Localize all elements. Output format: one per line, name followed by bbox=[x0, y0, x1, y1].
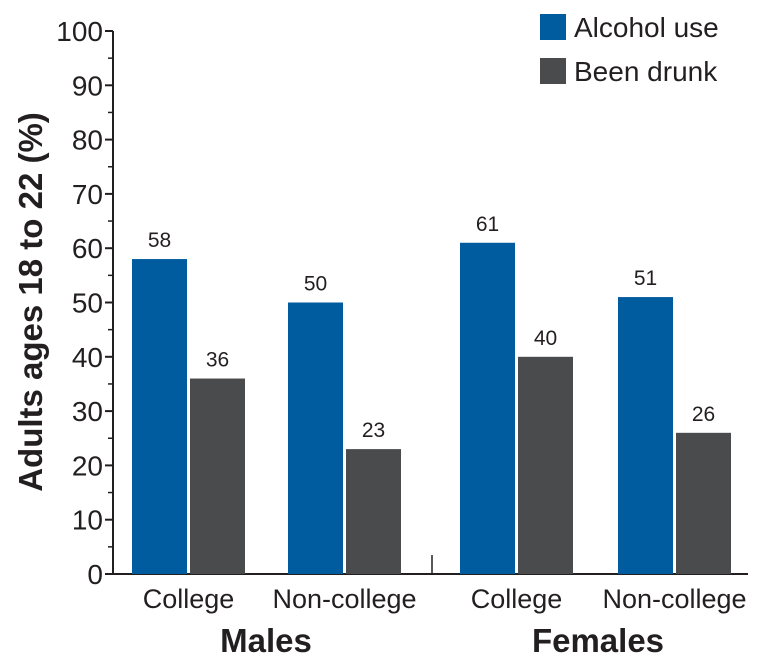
group-labels: Males Females bbox=[220, 622, 664, 659]
y-tick-label: 30 bbox=[72, 396, 103, 427]
data-labels: 58 36 50 23 61 40 51 26 bbox=[148, 213, 715, 442]
y-tick-label: 40 bbox=[72, 342, 103, 373]
x-category-label: Non-college bbox=[272, 584, 416, 614]
x-category-label: College bbox=[143, 584, 235, 614]
bar-been-drunk bbox=[676, 432, 731, 574]
data-label: 61 bbox=[476, 213, 499, 236]
y-tick-label: 0 bbox=[87, 559, 103, 590]
bars bbox=[132, 242, 731, 574]
data-label: 23 bbox=[362, 419, 385, 442]
x-category-label: Non-college bbox=[602, 584, 746, 614]
y-tick-label: 70 bbox=[72, 179, 103, 210]
legend: Alcohol use Been drunk bbox=[540, 12, 719, 87]
y-tick-label: 20 bbox=[72, 450, 103, 481]
data-label: 40 bbox=[534, 327, 557, 350]
bar-alcohol-use bbox=[618, 297, 673, 574]
y-tick-label: 50 bbox=[72, 288, 103, 319]
x-category-label: College bbox=[471, 584, 563, 614]
data-label: 50 bbox=[304, 273, 327, 296]
y-axis: 0 10 20 30 40 50 60 70 80 90 100 bbox=[56, 16, 114, 590]
bar-been-drunk bbox=[190, 378, 245, 574]
bar-been-drunk bbox=[518, 356, 573, 574]
data-label: 51 bbox=[634, 267, 657, 290]
y-tick-label: 90 bbox=[72, 70, 103, 101]
group-label: Males bbox=[220, 622, 312, 659]
y-tick-label: 10 bbox=[72, 505, 103, 536]
y-tick-label: 100 bbox=[56, 16, 103, 47]
data-label: 58 bbox=[148, 229, 171, 252]
category-labels: College Non-college College Non-college bbox=[143, 584, 747, 614]
legend-label-been-drunk: Been drunk bbox=[574, 56, 718, 87]
legend-label-alcohol-use: Alcohol use bbox=[574, 12, 719, 43]
bar-alcohol-use bbox=[288, 302, 343, 574]
y-tick-label: 80 bbox=[72, 125, 103, 156]
y-axis-label: Adults ages 18 to 22 (%) bbox=[12, 112, 49, 492]
y-tick-label: 60 bbox=[72, 233, 103, 264]
group-label: Females bbox=[532, 622, 664, 659]
bar-been-drunk bbox=[346, 449, 401, 574]
data-label: 36 bbox=[206, 349, 229, 372]
data-label: 26 bbox=[692, 403, 715, 426]
bar-alcohol-use bbox=[132, 259, 187, 574]
legend-swatch-been-drunk bbox=[540, 58, 566, 84]
legend-swatch-alcohol-use bbox=[540, 14, 566, 40]
bar-alcohol-use bbox=[460, 242, 515, 574]
